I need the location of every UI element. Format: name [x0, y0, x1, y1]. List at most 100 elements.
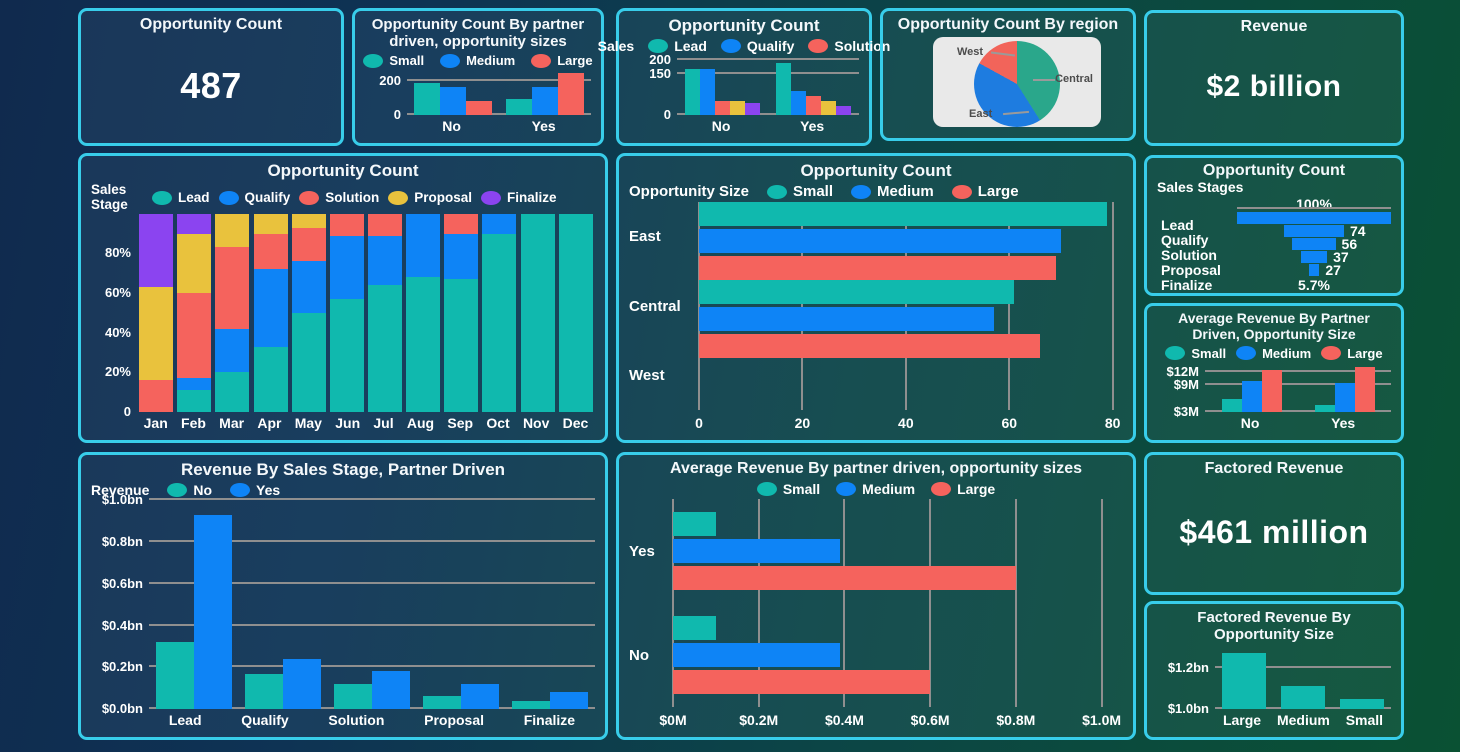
legend-item-finalize[interactable]: Finalize	[481, 190, 557, 205]
bar-medium-yes[interactable]	[673, 539, 841, 564]
segment-proposal-may[interactable]	[291, 213, 326, 228]
bar-no-proposal[interactable]	[423, 696, 462, 709]
stacked-bar-sep[interactable]	[444, 213, 479, 412]
bar-large-no[interactable]	[1261, 369, 1282, 412]
legend-item-no[interactable]: No	[167, 482, 212, 498]
legend-item-small[interactable]: Small	[756, 481, 820, 497]
stacked-bar-jul[interactable]	[368, 213, 403, 412]
stacked-bar-oct[interactable]	[482, 213, 517, 412]
legend-item-solution[interactable]: Solution	[808, 38, 890, 54]
stacked-bar-nov[interactable]	[520, 213, 555, 412]
funnel-bar-solution[interactable]	[1292, 238, 1336, 250]
segment-qualify-apr[interactable]	[253, 269, 288, 347]
segment-qualify-mar[interactable]	[215, 328, 250, 373]
stacked-bar-mar[interactable]	[215, 213, 250, 412]
segment-lead-nov[interactable]	[520, 213, 555, 412]
bar-medium-yes[interactable]	[1334, 383, 1355, 412]
segment-solution-jul[interactable]	[368, 213, 403, 236]
legend-item-lead[interactable]: Lead	[648, 38, 707, 54]
segment-lead-sep[interactable]	[444, 279, 479, 412]
bar-medium-east[interactable]	[699, 229, 1061, 254]
segment-qualify-sep[interactable]	[444, 233, 479, 280]
bar-small-no[interactable]	[673, 616, 716, 641]
bar-large-yes[interactable]	[558, 73, 584, 115]
stacked-bar-apr[interactable]	[253, 213, 288, 412]
legend-item-medium[interactable]: Medium	[1236, 346, 1311, 361]
segment-lead-feb[interactable]	[177, 390, 212, 412]
segment-qualify-may[interactable]	[291, 261, 326, 313]
segment-solution-jan[interactable]	[139, 380, 174, 412]
bar-small-yes[interactable]	[1314, 405, 1335, 412]
stacked-bar-feb[interactable]	[177, 213, 212, 412]
bar-large-yes[interactable]	[673, 566, 1016, 591]
bar-small-east[interactable]	[699, 202, 1108, 227]
bar-yes-lead[interactable]	[193, 514, 232, 709]
bar-medium-no[interactable]	[440, 87, 466, 115]
segment-lead-may[interactable]	[291, 312, 326, 412]
bar-small-yes[interactable]	[673, 512, 716, 537]
funnel-bar-lead[interactable]	[1237, 212, 1391, 224]
bar-large-east[interactable]	[699, 256, 1056, 281]
bar-small-no[interactable]	[1221, 398, 1242, 412]
bar-yes-finalize[interactable]	[550, 692, 589, 709]
legend-item-yes[interactable]: Yes	[230, 482, 280, 498]
segment-solution-sep[interactable]	[444, 213, 479, 234]
bar-medium-yes[interactable]	[532, 87, 558, 115]
segment-lead-apr[interactable]	[253, 346, 288, 412]
segment-lead-dec[interactable]	[558, 213, 593, 412]
bar-lead-no[interactable]	[685, 68, 700, 115]
stacked-bar-may[interactable]	[291, 213, 326, 412]
bar-yes-proposal[interactable]	[461, 683, 500, 709]
bar-no-qualify[interactable]	[244, 673, 283, 709]
legend-item-medium[interactable]: Medium	[851, 183, 934, 200]
legend-item-lead[interactable]: Lead	[152, 190, 210, 205]
segment-qualify-aug[interactable]	[406, 213, 441, 278]
bar-factored-revenue-medium[interactable]	[1280, 686, 1325, 709]
segment-finalize-jan[interactable]	[139, 213, 174, 288]
funnel-bar-qualify[interactable]	[1283, 225, 1345, 237]
segment-qualify-jul[interactable]	[368, 235, 403, 286]
bar-finalize-yes[interactable]	[836, 106, 851, 115]
bar-small-yes[interactable]	[506, 99, 532, 115]
bar-solution-no[interactable]	[715, 101, 730, 115]
bar-yes-qualify[interactable]	[282, 658, 321, 709]
segment-finalize-feb[interactable]	[177, 213, 212, 234]
bar-qualify-yes[interactable]	[791, 91, 806, 115]
stacked-bar-jan[interactable]	[139, 213, 174, 412]
segment-qualify-oct[interactable]	[482, 213, 517, 234]
bar-large-central[interactable]	[699, 334, 1041, 359]
bar-small-central[interactable]	[699, 280, 1015, 305]
bar-proposal-no[interactable]	[730, 101, 745, 115]
bar-solution-yes[interactable]	[806, 95, 821, 115]
segment-solution-may[interactable]	[291, 227, 326, 262]
bar-no-solution[interactable]	[333, 683, 372, 709]
segment-solution-feb[interactable]	[177, 293, 212, 379]
bar-proposal-yes[interactable]	[821, 101, 836, 115]
segment-qualify-feb[interactable]	[177, 378, 212, 391]
bar-finalize-no[interactable]	[745, 102, 760, 115]
legend-item-small[interactable]: Small	[767, 183, 833, 200]
segment-solution-mar[interactable]	[215, 247, 250, 329]
legend-item-small[interactable]: Small	[363, 53, 424, 68]
legend-item-medium[interactable]: Medium	[440, 53, 515, 68]
stacked-bar-aug[interactable]	[406, 213, 441, 412]
legend-item-large[interactable]: Large	[531, 53, 593, 68]
funnel-bar-proposal[interactable]	[1300, 251, 1328, 263]
bar-small-no[interactable]	[414, 82, 440, 115]
bar-large-no[interactable]	[673, 670, 931, 695]
bar-large-yes[interactable]	[1354, 367, 1375, 412]
legend-item-large[interactable]: Large	[951, 183, 1019, 200]
bar-qualify-no[interactable]	[700, 68, 715, 115]
legend-item-large[interactable]: Large	[1321, 346, 1383, 361]
segment-solution-apr[interactable]	[253, 233, 288, 270]
bar-factored-revenue-small[interactable]	[1339, 698, 1384, 709]
segment-lead-jun[interactable]	[329, 298, 364, 412]
stacked-bar-dec[interactable]	[558, 213, 593, 412]
legend-item-proposal[interactable]: Proposal	[388, 190, 472, 205]
segment-proposal-feb[interactable]	[177, 233, 212, 294]
bar-yes-solution[interactable]	[371, 671, 410, 709]
bar-medium-no[interactable]	[673, 643, 841, 668]
legend-item-large[interactable]: Large	[931, 481, 995, 497]
segment-lead-jul[interactable]	[368, 285, 403, 412]
bar-no-lead[interactable]	[155, 642, 194, 709]
